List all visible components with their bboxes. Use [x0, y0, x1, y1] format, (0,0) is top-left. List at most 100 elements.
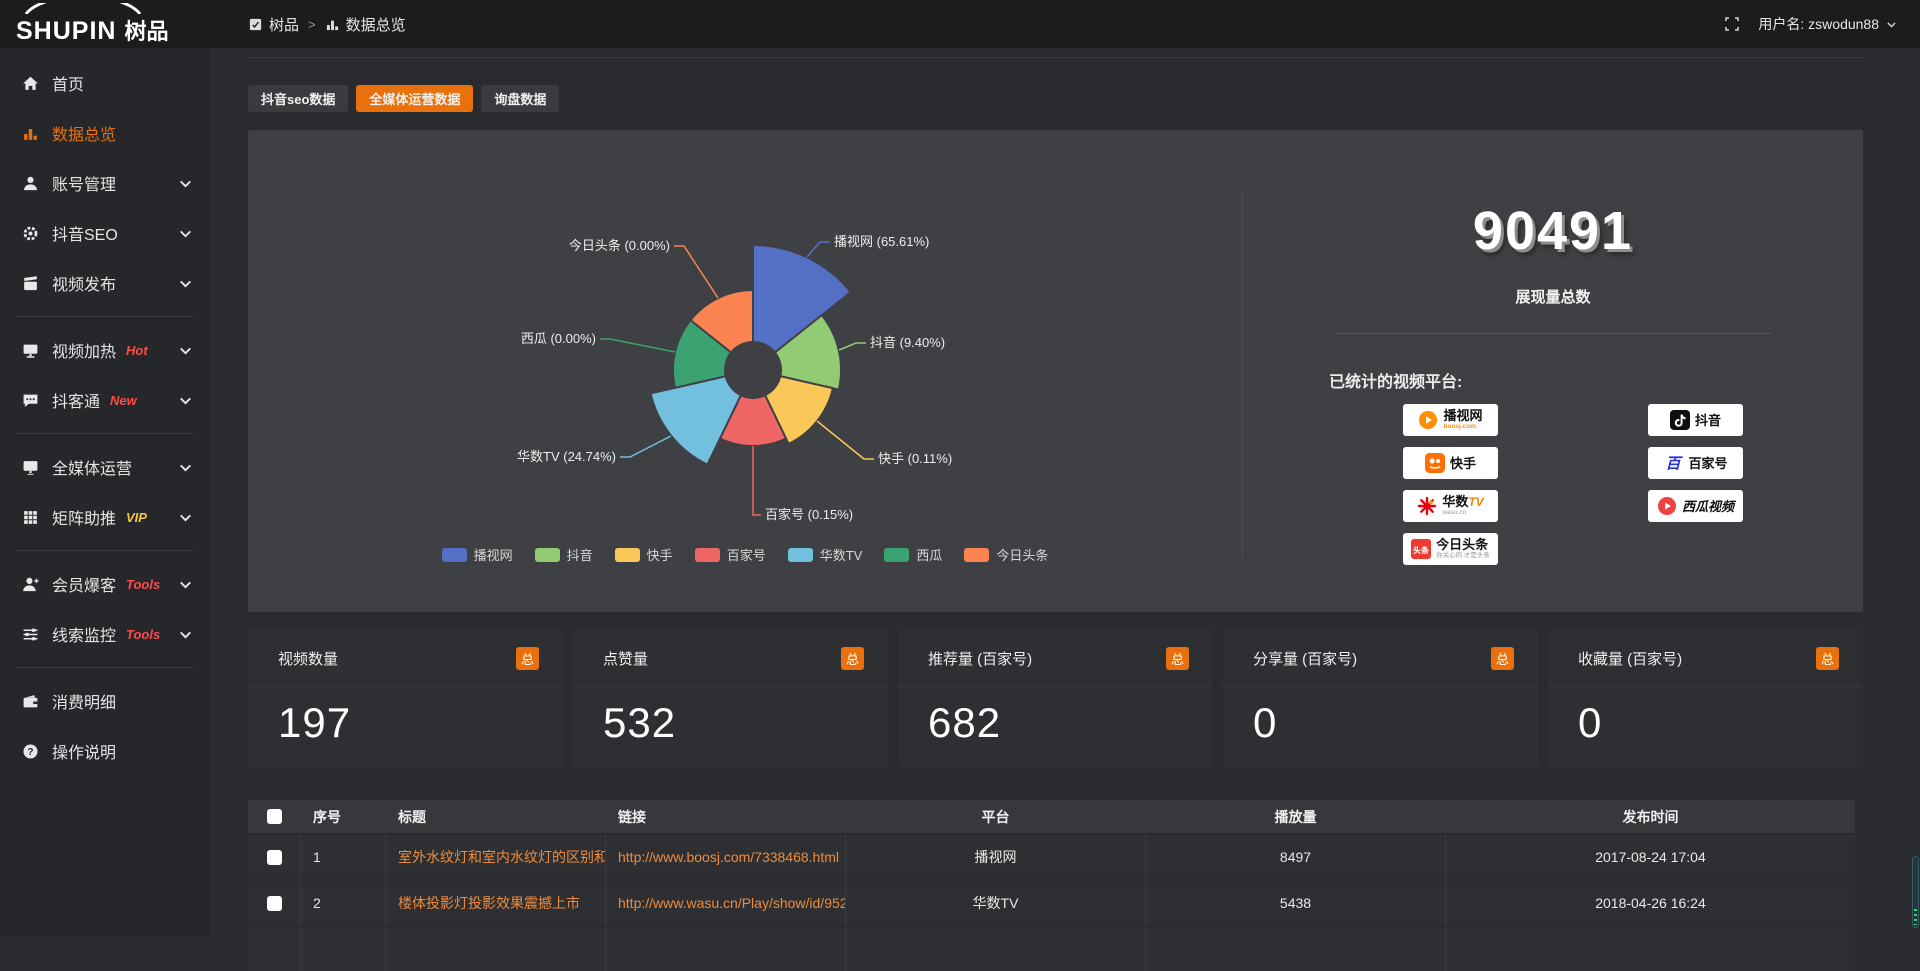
table-row: [248, 927, 1863, 971]
video-title-link[interactable]: 楼体投影灯投影效果震撼上市: [385, 881, 605, 925]
platforms-label: 已统计的视频平台:: [1329, 368, 1863, 392]
legend-label: 播视网: [474, 545, 513, 564]
video-title-link: [385, 927, 605, 971]
logo: SHUPIN 树品: [0, 0, 210, 48]
user-menu[interactable]: 用户名: zswodun88: [1758, 14, 1898, 34]
sidebar-item-tag: Tools: [126, 577, 160, 592]
pie-slice-华数TV[interactable]: [651, 376, 741, 464]
tab-media-operation-data[interactable]: 全媒体运营数据: [356, 85, 473, 112]
sidebar-item-video-publish[interactable]: 视频发布: [0, 258, 210, 308]
legend-label: 快手: [647, 545, 673, 564]
scrollbar-thumb[interactable]: [1912, 856, 1919, 928]
platform-name: 西瓜视频: [1682, 500, 1734, 513]
video-url-link[interactable]: http://www.boosj.com/7338468.html: [605, 835, 845, 879]
toutiao-icon: 头条: [1411, 539, 1431, 559]
platform-name: 抖音: [1695, 414, 1721, 427]
xigua-icon: [1657, 496, 1677, 516]
pie-svg: 播视网 (65.61%)抖音 (9.40%)快手 (0.11%)百家号 (0.1…: [248, 130, 1242, 612]
select-all-checkbox[interactable]: [267, 809, 282, 824]
sidebar-item-label: 视频发布: [52, 271, 116, 295]
platform-name: 播视网: [1443, 409, 1482, 422]
legend-item-今日头条[interactable]: 今日头条: [964, 545, 1048, 564]
logo-arc: [18, 3, 148, 14]
platform-column-right: 抖音百百家号西瓜视频: [1648, 404, 1743, 565]
sidebar-item-label: 账号管理: [52, 171, 116, 195]
row-select-cell: [248, 881, 300, 925]
tab-douyin-seo-data[interactable]: 抖音seo数据: [248, 85, 348, 112]
legend-item-西瓜[interactable]: 西瓜: [884, 545, 942, 564]
row-publish-time: 2017-08-24 17:04: [1445, 835, 1855, 879]
chat-icon: [22, 392, 39, 409]
stat-card-value: 532: [573, 687, 888, 747]
legend-label: 抖音: [567, 545, 593, 564]
table-row: 1室外水纹灯和室内水纹灯的区别和简介http://www.boosj.com/7…: [248, 835, 1863, 879]
legend-item-播视网[interactable]: 播视网: [442, 545, 513, 564]
user-icon: [22, 175, 39, 192]
sidebar-item-label: 会员爆客: [52, 572, 116, 596]
table-header: 序号标题链接平台播放量发布时间: [248, 800, 1863, 833]
video-title-link[interactable]: 室外水纹灯和室内水纹灯的区别和简介: [385, 835, 605, 879]
chevron-down-icon: [177, 509, 194, 526]
row-checkbox[interactable]: [267, 850, 282, 865]
platform-name: 快手: [1450, 457, 1476, 470]
video-url-link[interactable]: http://www.wasu.cn/Play/show/id/952...: [605, 881, 845, 925]
sidebar-item-home[interactable]: 首页: [0, 58, 210, 108]
total-badge: 总: [1816, 647, 1839, 670]
column-header: 发布时间: [1445, 800, 1855, 833]
sidebar-item-data-overview[interactable]: 数据总览: [0, 108, 210, 158]
svg-text:头条: 头条: [1413, 545, 1430, 555]
tab-inquiry-data[interactable]: 询盘数据: [481, 85, 559, 112]
fullscreen-icon[interactable]: [1724, 16, 1740, 32]
sidebar-item-spending-detail[interactable]: 消费明细: [0, 676, 210, 726]
breadcrumb-item-data-overview[interactable]: 数据总览: [325, 14, 406, 35]
total-impressions-value: 90491: [1243, 200, 1863, 262]
sidebar-item-media-operation[interactable]: 全媒体运营: [0, 442, 210, 492]
legend-swatch: [964, 548, 989, 562]
pie-label-line: [600, 339, 675, 352]
sidebar-divider: [16, 316, 194, 317]
sidebar-item-tag: Hot: [126, 343, 148, 358]
user-plus-icon: [22, 576, 39, 593]
chevron-down-icon: [177, 576, 194, 593]
baijiahao-icon: 百: [1663, 453, 1683, 473]
sidebar-item-tag: New: [110, 393, 137, 408]
platform-subtext: boosj.com: [1443, 424, 1482, 431]
chevron-down-icon: [177, 626, 194, 643]
legend-item-快手[interactable]: 快手: [615, 545, 673, 564]
sidebar-item-account-manage[interactable]: 账号管理: [0, 158, 210, 208]
pie-label-line: [753, 446, 761, 515]
chevron-down-icon: [1885, 18, 1898, 31]
row-platform: 播视网: [845, 835, 1145, 879]
sidebar-item-label: 操作说明: [52, 739, 116, 763]
row-publish-time: 2018-04-26 16:24: [1445, 881, 1855, 925]
sidebar-item-help[interactable]: ?操作说明: [0, 726, 210, 776]
row-checkbox[interactable]: [267, 896, 282, 911]
breadcrumb-item-shupin[interactable]: 树品: [248, 14, 299, 35]
video-table: 序号标题链接平台播放量发布时间1室外水纹灯和室内水纹灯的区别和简介http://…: [248, 800, 1863, 971]
sidebar-item-member-burst[interactable]: 会员爆客 Tools: [0, 559, 210, 609]
wasu-icon: [1417, 496, 1437, 516]
breadcrumb-label: 树品: [269, 14, 299, 35]
app-icon: [248, 17, 263, 32]
select-all-cell: [248, 800, 300, 833]
legend-item-百家号[interactable]: 百家号: [695, 545, 766, 564]
overview-panel: 播视网 (65.61%)抖音 (9.40%)快手 (0.11%)百家号 (0.1…: [248, 130, 1863, 612]
legend-item-抖音[interactable]: 抖音: [535, 545, 593, 564]
row-select-cell: [248, 927, 300, 971]
legend-item-华数TV[interactable]: 华数TV: [788, 545, 863, 564]
grid-icon: [22, 509, 39, 526]
wallet-icon: [22, 693, 39, 710]
sidebar-item-douyin-seo[interactable]: 抖音SEO: [0, 208, 210, 258]
sidebar-item-label: 首页: [52, 71, 84, 95]
row-index: 1: [300, 835, 385, 879]
